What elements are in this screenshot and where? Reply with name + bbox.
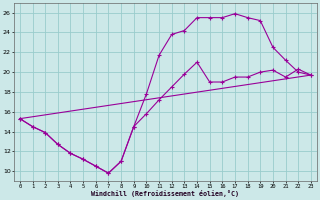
X-axis label: Windchill (Refroidissement éolien,°C): Windchill (Refroidissement éolien,°C) xyxy=(92,190,239,197)
